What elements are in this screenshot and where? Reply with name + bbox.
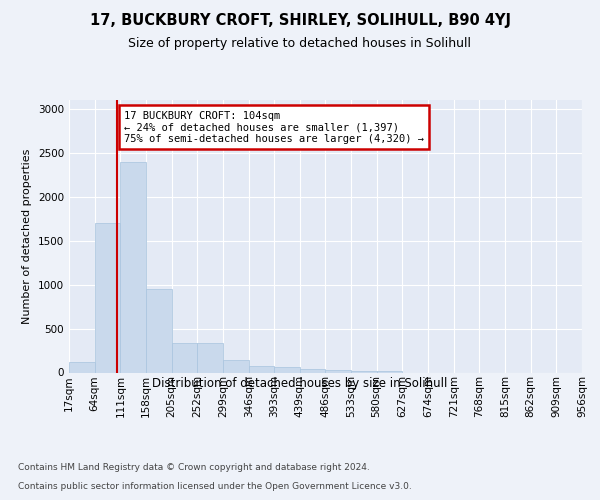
- Bar: [223, 360, 249, 372]
- Text: Distribution of detached houses by size in Solihull: Distribution of detached houses by size …: [152, 378, 448, 390]
- Bar: [197, 344, 223, 372]
- Bar: [325, 370, 351, 372]
- Text: 17, BUCKBURY CROFT, SHIRLEY, SOLIHULL, B90 4YJ: 17, BUCKBURY CROFT, SHIRLEY, SOLIHULL, B…: [89, 12, 511, 28]
- Bar: [351, 370, 377, 372]
- Text: Size of property relative to detached houses in Solihull: Size of property relative to detached ho…: [128, 38, 472, 51]
- Bar: [299, 369, 325, 372]
- Bar: [377, 370, 402, 372]
- Bar: [69, 362, 95, 372]
- Text: Contains HM Land Registry data © Crown copyright and database right 2024.: Contains HM Land Registry data © Crown c…: [18, 464, 370, 472]
- Text: 17 BUCKBURY CROFT: 104sqm
← 24% of detached houses are smaller (1,397)
75% of se: 17 BUCKBURY CROFT: 104sqm ← 24% of detac…: [124, 110, 424, 144]
- Bar: [249, 366, 274, 372]
- Text: Contains public sector information licensed under the Open Government Licence v3: Contains public sector information licen…: [18, 482, 412, 491]
- Bar: [146, 289, 172, 372]
- Bar: [274, 367, 300, 372]
- Bar: [95, 223, 121, 372]
- Bar: [121, 162, 146, 372]
- Bar: [172, 344, 197, 372]
- Y-axis label: Number of detached properties: Number of detached properties: [22, 148, 32, 324]
